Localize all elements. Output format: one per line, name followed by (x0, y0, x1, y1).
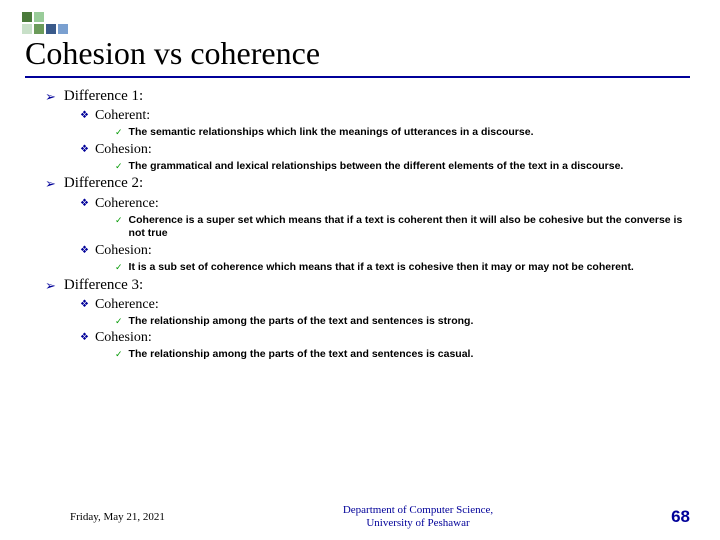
level3-text: It is a sub set of coherence which means… (129, 261, 634, 275)
level3-text: The semantic relationships which link th… (129, 126, 534, 140)
level2-item: ❖ Cohesion: (80, 243, 695, 259)
level3-item: ✓ Coherence is a super set which means th… (115, 214, 695, 241)
deco-square (22, 24, 32, 34)
deco-square (22, 12, 32, 22)
level2-bullet-icon: ❖ (80, 243, 89, 259)
level1-label: Difference 3: (64, 277, 143, 294)
level2-bullet-icon: ❖ (80, 196, 89, 212)
level2-label: Cohesion: (95, 330, 152, 346)
level2-label: Cohesion: (95, 142, 152, 158)
slide-content: ➢ Difference 1: ❖ Coherent: ✓ The semantic re… (0, 88, 720, 362)
level1-bullet-icon: ➢ (45, 88, 56, 106)
level1-bullet-icon: ➢ (45, 277, 56, 295)
level2-item: ❖ Coherence: (80, 196, 695, 212)
level2-item: ❖ Cohesion: (80, 330, 695, 346)
level3-bullet-icon: ✓ (115, 160, 123, 173)
deco-square (34, 24, 44, 34)
footer-department: Department of Computer Science, Universi… (343, 504, 493, 530)
level2-label: Coherence: (95, 196, 159, 212)
level2-bullet-icon: ❖ (80, 330, 89, 346)
level1-label: Difference 1: (64, 88, 143, 105)
level1-item: ➢ Difference 2: (45, 175, 695, 193)
level3-bullet-icon: ✓ (115, 261, 123, 274)
level1-item: ➢ Difference 3: (45, 277, 695, 295)
level2-item: ❖ Coherent: (80, 108, 695, 124)
level3-item: ✓ The relationship among the parts of the… (115, 315, 695, 329)
level2-label: Coherence: (95, 297, 159, 313)
level1-item: ➢ Difference 1: (45, 88, 695, 106)
deco-square (58, 24, 68, 34)
level2-bullet-icon: ❖ (80, 142, 89, 158)
level2-label: Cohesion: (95, 243, 152, 259)
level3-item: ✓ It is a sub set of coherence which mean… (115, 261, 695, 275)
deco-square (46, 24, 56, 34)
level3-bullet-icon: ✓ (115, 214, 123, 227)
level2-item: ❖ Cohesion: (80, 142, 695, 158)
level3-text: The relationship among the parts of the … (129, 315, 474, 329)
footer-page-number: 68 (671, 507, 690, 527)
slide-title: Cohesion vs coherence (25, 35, 700, 72)
footer-date: Friday, May 21, 2021 (70, 511, 165, 523)
level1-label: Difference 2: (64, 175, 143, 192)
level3-text: Coherence is a super set which means tha… (129, 214, 695, 241)
level2-bullet-icon: ❖ (80, 108, 89, 124)
level1-bullet-icon: ➢ (45, 175, 56, 193)
level3-bullet-icon: ✓ (115, 348, 123, 361)
level2-bullet-icon: ❖ (80, 297, 89, 313)
level3-item: ✓ The relationship among the parts of the… (115, 348, 695, 362)
level2-label: Coherent: (95, 108, 150, 124)
level2-item: ❖ Coherence: (80, 297, 695, 313)
level3-text: The grammatical and lexical relationship… (129, 160, 624, 174)
deco-square (34, 12, 44, 22)
title-underline (25, 76, 690, 78)
level3-bullet-icon: ✓ (115, 315, 123, 328)
level3-text: The relationship among the parts of the … (129, 348, 474, 362)
level3-item: ✓ The grammatical and lexical relationshi… (115, 160, 695, 174)
level3-item: ✓ The semantic relationships which link t… (115, 126, 695, 140)
footer: Friday, May 21, 2021 Department of Compu… (0, 504, 720, 530)
level3-bullet-icon: ✓ (115, 126, 123, 139)
